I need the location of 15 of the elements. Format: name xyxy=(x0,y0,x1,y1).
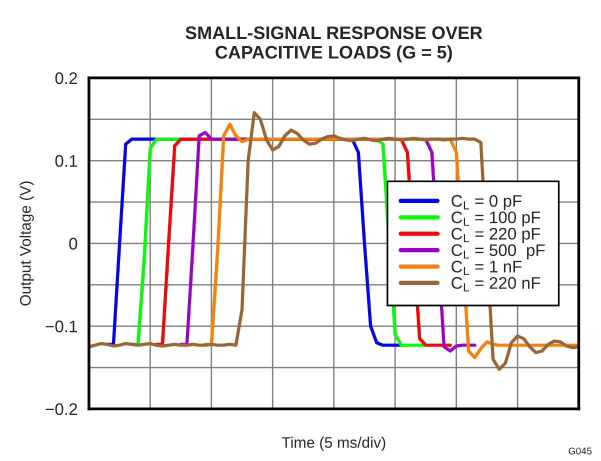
y-tick-label: 0 xyxy=(69,238,78,250)
y-tick-label: 0.2 xyxy=(55,72,77,84)
y-tick-label: −0.1 xyxy=(46,320,78,332)
y-tick-label: 0.1 xyxy=(55,155,78,167)
legend-label: C$_{L}$ = 0 pF xyxy=(452,195,522,210)
legend-label: C$_{L}$ = 100 pF xyxy=(452,211,540,227)
text: G045 xyxy=(568,448,592,454)
x-axis-title: Time (5 ms/div) xyxy=(282,436,386,451)
legend-label: C$_{L}$ = 500 pF xyxy=(452,244,545,260)
legend-label: C$_{L}$ = 220 nF xyxy=(452,277,540,292)
y-axis-title: Output Voltage (V) xyxy=(20,182,34,306)
y-tick-label: −0.2 xyxy=(46,403,77,416)
chart-title: SMALL-SIGNAL RESPONSE OVER CAPACITIVE LOADS (G = 5) xyxy=(186,26,482,62)
legend-label: C$_{L}$ = 220 pF xyxy=(452,228,540,243)
legend-label: C$_{L}$ = 1 nF xyxy=(452,260,522,275)
